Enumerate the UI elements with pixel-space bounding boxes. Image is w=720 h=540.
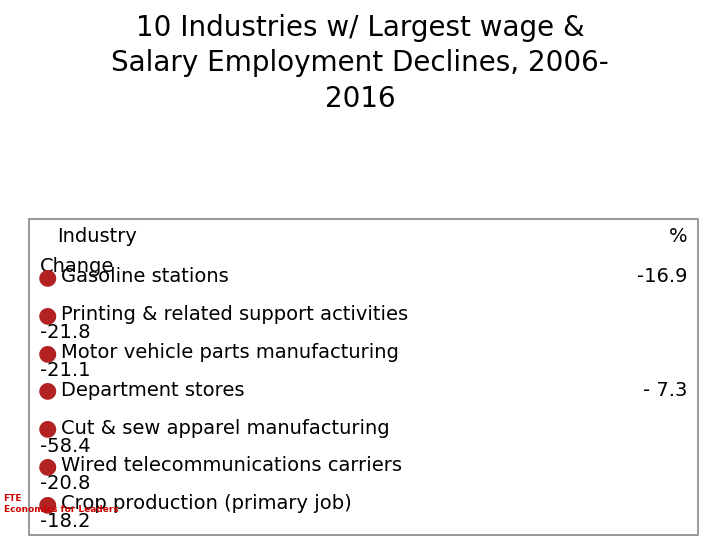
Text: ●: ● xyxy=(37,381,57,401)
Text: -18.2: -18.2 xyxy=(40,512,90,531)
Text: -16.9: -16.9 xyxy=(637,267,688,286)
Text: Crop production (primary job): Crop production (primary job) xyxy=(61,494,352,513)
Text: ●: ● xyxy=(37,456,57,476)
Text: -21.1: -21.1 xyxy=(40,361,90,380)
Text: -58.4: -58.4 xyxy=(40,437,90,456)
Text: Industry: Industry xyxy=(58,227,138,246)
Text: Department stores: Department stores xyxy=(61,381,245,400)
Text: FTE
Economics for Leaders: FTE Economics for Leaders xyxy=(4,494,118,514)
Text: ●: ● xyxy=(37,494,57,514)
Text: Gasoline stations: Gasoline stations xyxy=(61,267,229,286)
Text: Wired telecommunications carriers: Wired telecommunications carriers xyxy=(61,456,402,475)
Text: 10 Industries w/ Largest wage &
Salary Employment Declines, 2006-
2016: 10 Industries w/ Largest wage & Salary E… xyxy=(111,14,609,113)
Text: ●: ● xyxy=(37,418,57,438)
Text: Cut & sew apparel manufacturing: Cut & sew apparel manufacturing xyxy=(61,418,390,437)
Text: ●: ● xyxy=(37,343,57,363)
Text: ●: ● xyxy=(37,267,57,287)
Text: -20.8: -20.8 xyxy=(40,475,90,494)
Text: -21.8: -21.8 xyxy=(40,323,90,342)
Text: ●: ● xyxy=(37,305,57,325)
Text: %: % xyxy=(669,227,688,246)
Text: Printing & related support activities: Printing & related support activities xyxy=(61,305,408,324)
Text: Motor vehicle parts manufacturing: Motor vehicle parts manufacturing xyxy=(61,343,399,362)
Text: Change: Change xyxy=(40,256,114,275)
Text: - 7.3: - 7.3 xyxy=(643,381,688,400)
